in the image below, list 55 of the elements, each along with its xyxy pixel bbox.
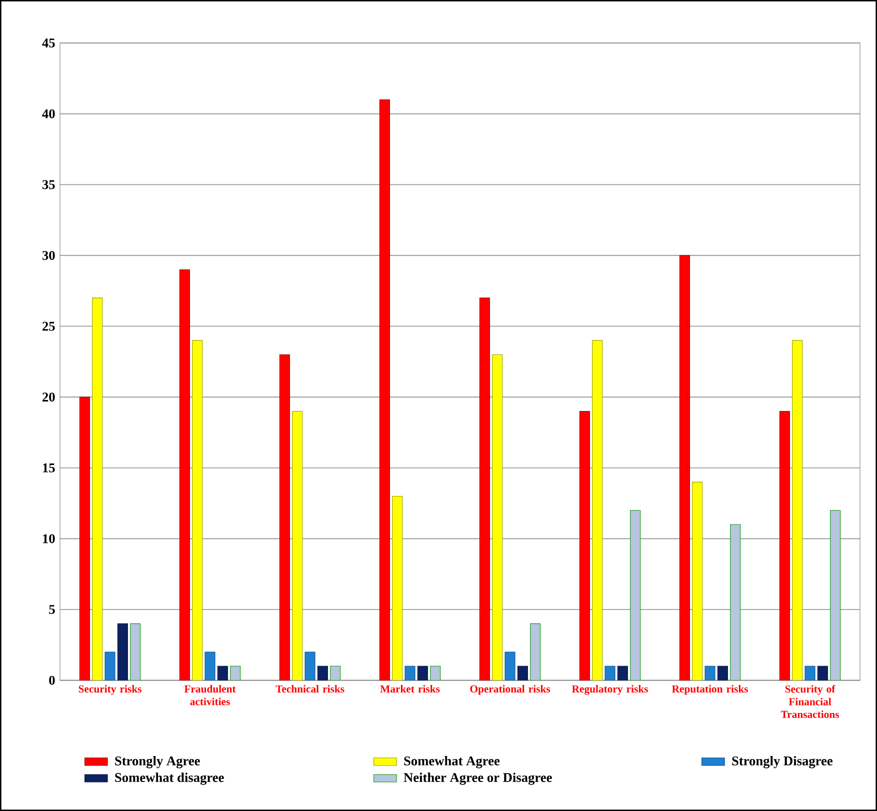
legend-label: Strongly Agree: [115, 756, 200, 768]
y-tick-label: 30: [42, 250, 55, 260]
y-tick-label: 20: [42, 392, 55, 402]
bar: [530, 623, 541, 680]
bar: [117, 623, 128, 680]
x-tick-label: Operational risks: [470, 685, 550, 695]
bar: [630, 510, 641, 680]
y-tick-label: 25: [42, 322, 55, 331]
x-tick-label: Fraudulent activities: [184, 685, 236, 706]
y-tick-label: 10: [43, 534, 55, 544]
bar: [479, 298, 490, 680]
x-tick-label: Security risks: [78, 685, 142, 695]
legend-label: Somewhat disagree: [115, 772, 224, 785]
bar: [830, 510, 841, 680]
bar: [592, 340, 603, 680]
legend-label: Neither Agree or Disagree: [404, 772, 552, 785]
bar: [817, 666, 828, 680]
bar: [279, 354, 290, 680]
y-tick-label: 0: [49, 676, 55, 685]
bar: [330, 666, 341, 680]
y-tick-label: 15: [43, 463, 55, 472]
bar: [430, 666, 441, 680]
bar: [292, 410, 303, 680]
bar: [792, 340, 803, 680]
x-tick-label: Market risks: [380, 685, 440, 693]
x-tick-label: Security of Financial Transactions: [780, 685, 839, 718]
x-tick-label: Reputation risks: [672, 685, 748, 695]
legend-label: Strongly Disagree: [732, 756, 833, 768]
y-tick-label: 45: [42, 38, 55, 48]
bar: [392, 496, 403, 680]
legend-label: Somewhat Agree: [404, 756, 500, 768]
bar: [679, 255, 690, 680]
y-tick-label: 5: [49, 605, 55, 614]
bar: [492, 354, 503, 680]
bar: [192, 340, 203, 680]
bar: [79, 396, 90, 680]
x-tick-label: Regulatory risks: [572, 685, 648, 695]
bar: [717, 666, 728, 680]
bar: [692, 482, 703, 680]
bar: [417, 666, 428, 680]
bar: [579, 410, 590, 680]
bar: [730, 524, 741, 680]
bar: [517, 666, 528, 680]
bar: [779, 410, 790, 680]
bar: [130, 623, 141, 680]
y-tick-label: 35: [42, 180, 55, 190]
bar: [92, 298, 103, 680]
bar: [317, 666, 328, 680]
bar: [230, 666, 241, 680]
bar: [179, 269, 190, 680]
bar: [617, 666, 628, 680]
x-tick-label: Technical risks: [276, 685, 344, 693]
bar: [379, 99, 390, 680]
bar: [217, 666, 228, 680]
y-tick-label: 40: [42, 109, 55, 118]
